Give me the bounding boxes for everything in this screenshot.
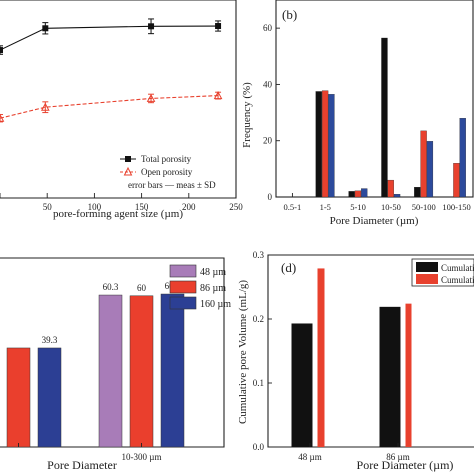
panelB-bar	[315, 91, 322, 198]
legend-label-cum-1: Cumulati	[441, 263, 474, 273]
panelA-data-point	[213, 91, 223, 100]
panelA-xtick-label: 200	[182, 202, 196, 212]
panelC-bar	[129, 295, 154, 448]
panelA-data-point	[146, 93, 156, 102]
panelD-ytick-label: 0.3	[253, 250, 265, 260]
panelA-data-point	[148, 23, 155, 30]
legend-label-open: Open porosity	[141, 167, 193, 177]
panelA-data-point	[0, 47, 3, 54]
legend-label-86: 86 µm	[200, 283, 226, 294]
panelC-value-label: 39.3	[42, 335, 58, 345]
panelD-bar	[291, 323, 313, 447]
panelB-ytick-label: 40	[263, 79, 273, 89]
legend-swatch-48	[169, 264, 197, 278]
panelB-xtick-label: 100-150	[442, 202, 470, 212]
panelD-xlabel: Pore Diameter (µm)	[357, 458, 454, 472]
panelA-xtick-label: 150	[135, 202, 149, 212]
panelA-data-point	[0, 113, 5, 122]
panel-porosity-vs-size: 50 100 150 200 250 pore-forming agent size (…	[0, 0, 243, 220]
panelC-bar	[98, 294, 123, 448]
panelB-xlabel: Pore Diameter (µm)	[330, 215, 419, 227]
panelA-legend: Total porosity Open porosity error bars …	[120, 154, 216, 190]
panelD-ytick-label: 0.1	[253, 378, 264, 388]
legend-label-48: 48 µm	[200, 267, 226, 278]
panelB-bar	[321, 90, 329, 198]
panelB-bar	[387, 179, 394, 198]
panelA-xtick-label: 50	[43, 202, 53, 212]
panelA-data-point	[42, 25, 49, 32]
panelA-frame	[0, 0, 237, 199]
legend-swatch-cum-2	[416, 274, 438, 284]
panel-pore-fraction: 39.360.36060.7 10-300 µm Pore Diameter 4…	[0, 257, 231, 472]
panelB-bar	[393, 194, 401, 198]
legend-label-cum-2: Cumulati	[441, 275, 474, 285]
panelC-value-label: 60.3	[103, 282, 119, 292]
panelB-bar	[459, 118, 466, 198]
panelC-bar	[160, 293, 185, 448]
panelB-bar	[426, 141, 434, 198]
panelD-xtick-label: 48 µm	[298, 452, 321, 462]
legend-swatch-86	[169, 280, 197, 294]
panelB-bar	[381, 37, 388, 198]
legend-swatch-160	[169, 296, 197, 310]
panelB-bar	[328, 94, 335, 198]
panelB-bar	[361, 188, 368, 198]
panelA-xlabel: pore-forming agent size (µm)	[53, 208, 183, 220]
legend-label-total: Total porosity	[141, 154, 192, 164]
panelB-xtick-label: 50-100	[412, 202, 436, 212]
panelB-xtick-label: 1-5	[320, 202, 331, 212]
panelD-ytick-label: 0.2	[253, 314, 264, 324]
panelB-xtick-label: 10-50	[381, 202, 401, 212]
panelB-ytick-label: 60	[263, 23, 273, 33]
panelA-xtick-label: 100	[88, 202, 102, 212]
panelD-xtick-label: 86 µm	[386, 452, 409, 462]
panelA-data-point	[40, 102, 50, 111]
panel-cumulative-volume: (d) Cumulative pore Volume (mL/g) Pore D…	[237, 250, 474, 472]
legend-marker-total	[125, 156, 131, 162]
panelD-ylabel: Cumulative pore Volume (mL/g)	[237, 280, 249, 424]
legend-label-160: 160 µm	[200, 299, 231, 310]
panelD-bar	[379, 306, 401, 447]
panelB-bar	[453, 163, 460, 198]
panelB-bar	[348, 191, 355, 198]
panelB-ylabel: Frequency (%)	[241, 82, 253, 148]
panelA-series-line	[0, 95, 219, 119]
panelC-xtick-label: 10-300 µm	[122, 452, 162, 462]
panelB-label: (b)	[282, 7, 297, 22]
panelB-bar	[414, 186, 421, 198]
legend-marker-open	[123, 166, 133, 176]
panelB-frame	[275, 0, 474, 198]
panelA-data-point	[215, 23, 222, 30]
panel-frequency: (b) Frequency (%) Pore Diameter (µm) 0 20…	[241, 0, 474, 227]
panelD-bar	[405, 303, 412, 447]
panelD-label: (d)	[281, 260, 296, 275]
panelA-series-line	[0, 25, 219, 51]
panelD-legend: Cumulati Cumulati	[411, 258, 474, 287]
panelC-bar	[37, 347, 62, 448]
panelB-ytick-label: 0	[268, 192, 273, 202]
panelC-value-label: 60	[137, 283, 147, 293]
panelA-xtick-label: 250	[229, 202, 243, 212]
panelB-xtick-label: 0.5-1	[284, 202, 302, 212]
panelB-xtick-label: 5-10	[350, 202, 366, 212]
panelC-bar	[6, 347, 31, 448]
panelC-xlabel: Pore Diameter	[47, 458, 117, 472]
legend-swatch-cum-1	[416, 262, 438, 272]
panelD-ytick-label: 0.0	[253, 442, 265, 452]
panelD-frame	[267, 254, 474, 448]
panelB-ytick-label: 20	[263, 136, 273, 146]
panelD-bar	[317, 268, 325, 447]
legend-note: error bars — meas ± SD	[128, 180, 216, 190]
panelC-legend: 48 µm 86 µm 160 µm	[169, 264, 231, 310]
panelB-bar	[420, 130, 427, 198]
panelB-bar	[354, 190, 362, 198]
